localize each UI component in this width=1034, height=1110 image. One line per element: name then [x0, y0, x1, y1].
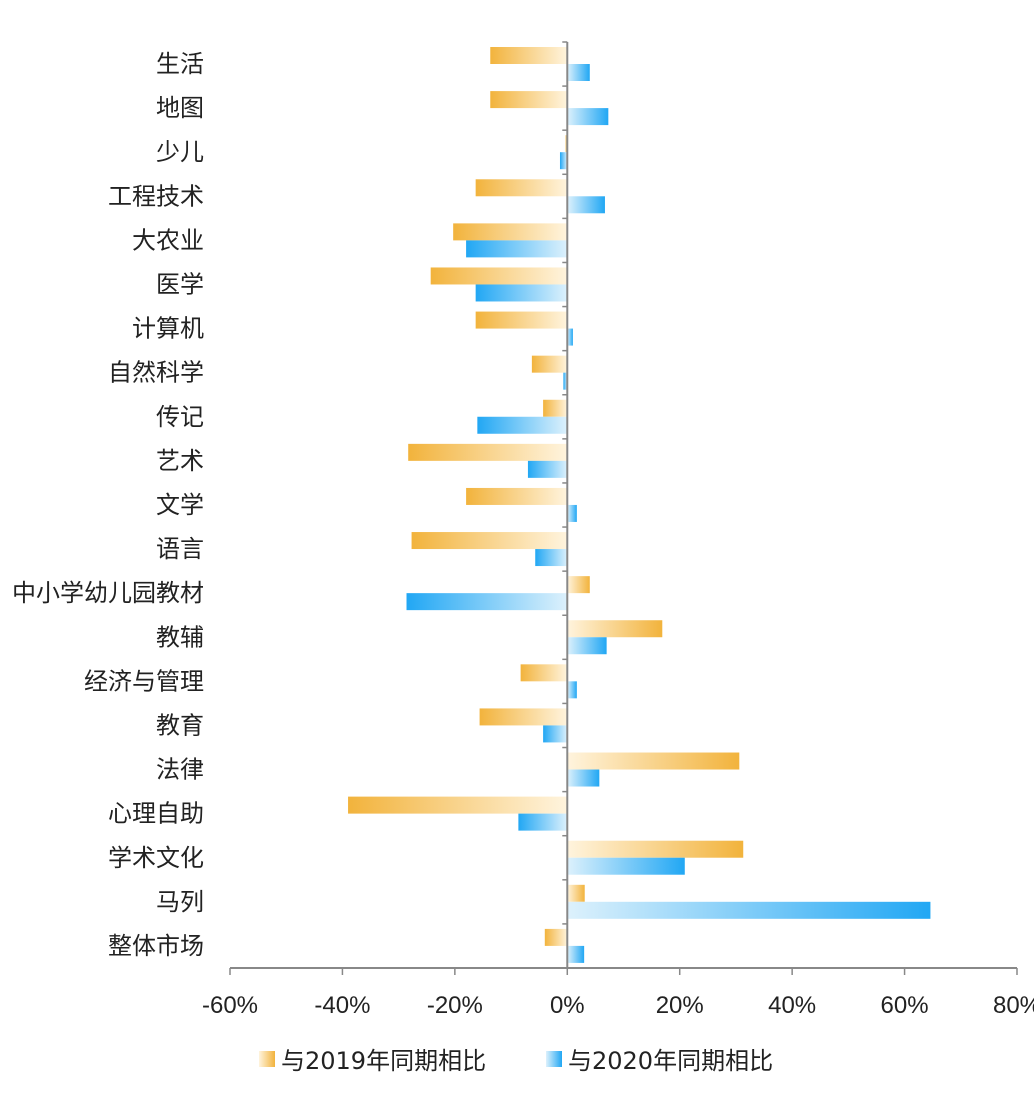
category-label: 工程技术	[108, 182, 204, 210]
x-tick-label: 0%	[550, 992, 585, 1019]
bar-2020	[567, 769, 600, 787]
category-label: 自然科学	[108, 359, 204, 387]
category-label: 教辅	[156, 623, 204, 651]
x-tick-label: 40%	[768, 992, 816, 1019]
category-label: 中小学幼儿园教材	[12, 579, 204, 607]
bar-2020	[527, 460, 568, 478]
category-label: 语言	[156, 535, 204, 563]
x-tick-label: 80%	[993, 992, 1034, 1019]
legend-label-2020: 与2020年同期相比	[568, 1047, 773, 1075]
bar-2019	[466, 487, 568, 505]
category-label: 传记	[156, 403, 204, 431]
category-label: 地图	[156, 94, 204, 122]
x-tick-label: 20%	[656, 992, 704, 1019]
category-label: 经济与管理	[84, 667, 204, 695]
bar-2020	[567, 857, 685, 875]
bar-2019	[567, 840, 744, 858]
bar-2020	[567, 64, 590, 81]
x-tick-label: -20%	[427, 992, 483, 1019]
legend-swatch-2020	[546, 1051, 562, 1067]
bar-2019	[531, 355, 568, 373]
bar-2020	[567, 901, 931, 919]
bar-2020	[477, 416, 568, 434]
bar-2020	[466, 240, 568, 258]
bar-2019	[567, 884, 585, 902]
bar-2019	[567, 620, 663, 638]
bar-2020	[567, 637, 607, 655]
category-label: 少儿	[156, 138, 204, 166]
category-label: 生活	[156, 50, 204, 78]
tick-labels: -60% -40% -20% 0% 20% 40% 60% 80%	[202, 992, 1034, 1019]
bar-2020	[567, 196, 605, 214]
category-label: 法律	[156, 756, 204, 784]
bar-2019	[479, 708, 568, 726]
bar-2020	[567, 328, 573, 346]
bar-2019	[567, 752, 740, 770]
bar-2019	[411, 532, 568, 550]
bar-2019	[567, 576, 590, 594]
bar-2020	[518, 813, 568, 831]
bar-2019	[543, 399, 568, 417]
category-labels: 生活地图少儿工程技术大农业医学计算机自然科学传记艺术文学语言中小学幼儿园教材教辅…	[12, 50, 204, 960]
category-label: 整体市场	[108, 932, 204, 960]
category-label: 教育	[156, 711, 204, 739]
category-label: 文学	[156, 491, 204, 519]
legend-label-2019: 与2019年同期相比	[281, 1047, 486, 1075]
bar-2020	[567, 681, 577, 699]
bar-2019	[520, 664, 568, 682]
bar-2019	[453, 223, 568, 241]
x-tick-label: -60%	[202, 992, 258, 1019]
category-label: 心理自助	[108, 800, 204, 828]
bar-2019	[348, 796, 568, 814]
category-label: 计算机	[132, 315, 204, 343]
bar-2019	[490, 91, 568, 109]
bar-2019	[490, 47, 568, 64]
bar-2020	[406, 593, 568, 611]
bar-2020	[535, 549, 568, 567]
bar-2019	[408, 443, 568, 461]
category-label: 艺术	[156, 447, 204, 475]
bar-2020	[567, 504, 577, 522]
bars-group	[348, 47, 931, 963]
bar-2019	[430, 267, 568, 285]
x-tick-label: 60%	[881, 992, 929, 1019]
bar-2020	[559, 152, 568, 170]
bar-2020	[475, 284, 568, 302]
category-label: 医学	[156, 271, 204, 299]
bar-2020	[563, 372, 568, 390]
bar-2019	[544, 928, 568, 946]
x-tick-label: -40%	[314, 992, 370, 1019]
category-label: 大农业	[132, 226, 204, 254]
axes-group	[229, 41, 1018, 975]
bar-2020	[543, 725, 568, 743]
bar-2019	[475, 311, 568, 329]
bar-2020	[567, 945, 585, 963]
legend-swatch-2019	[259, 1051, 275, 1067]
category-label: 学术文化	[108, 844, 204, 872]
legend: 与2019年同期相比 与2020年同期相比	[259, 1047, 773, 1075]
bar-2019	[475, 179, 568, 197]
bar-2020	[567, 108, 609, 126]
category-label: 马列	[156, 888, 204, 916]
